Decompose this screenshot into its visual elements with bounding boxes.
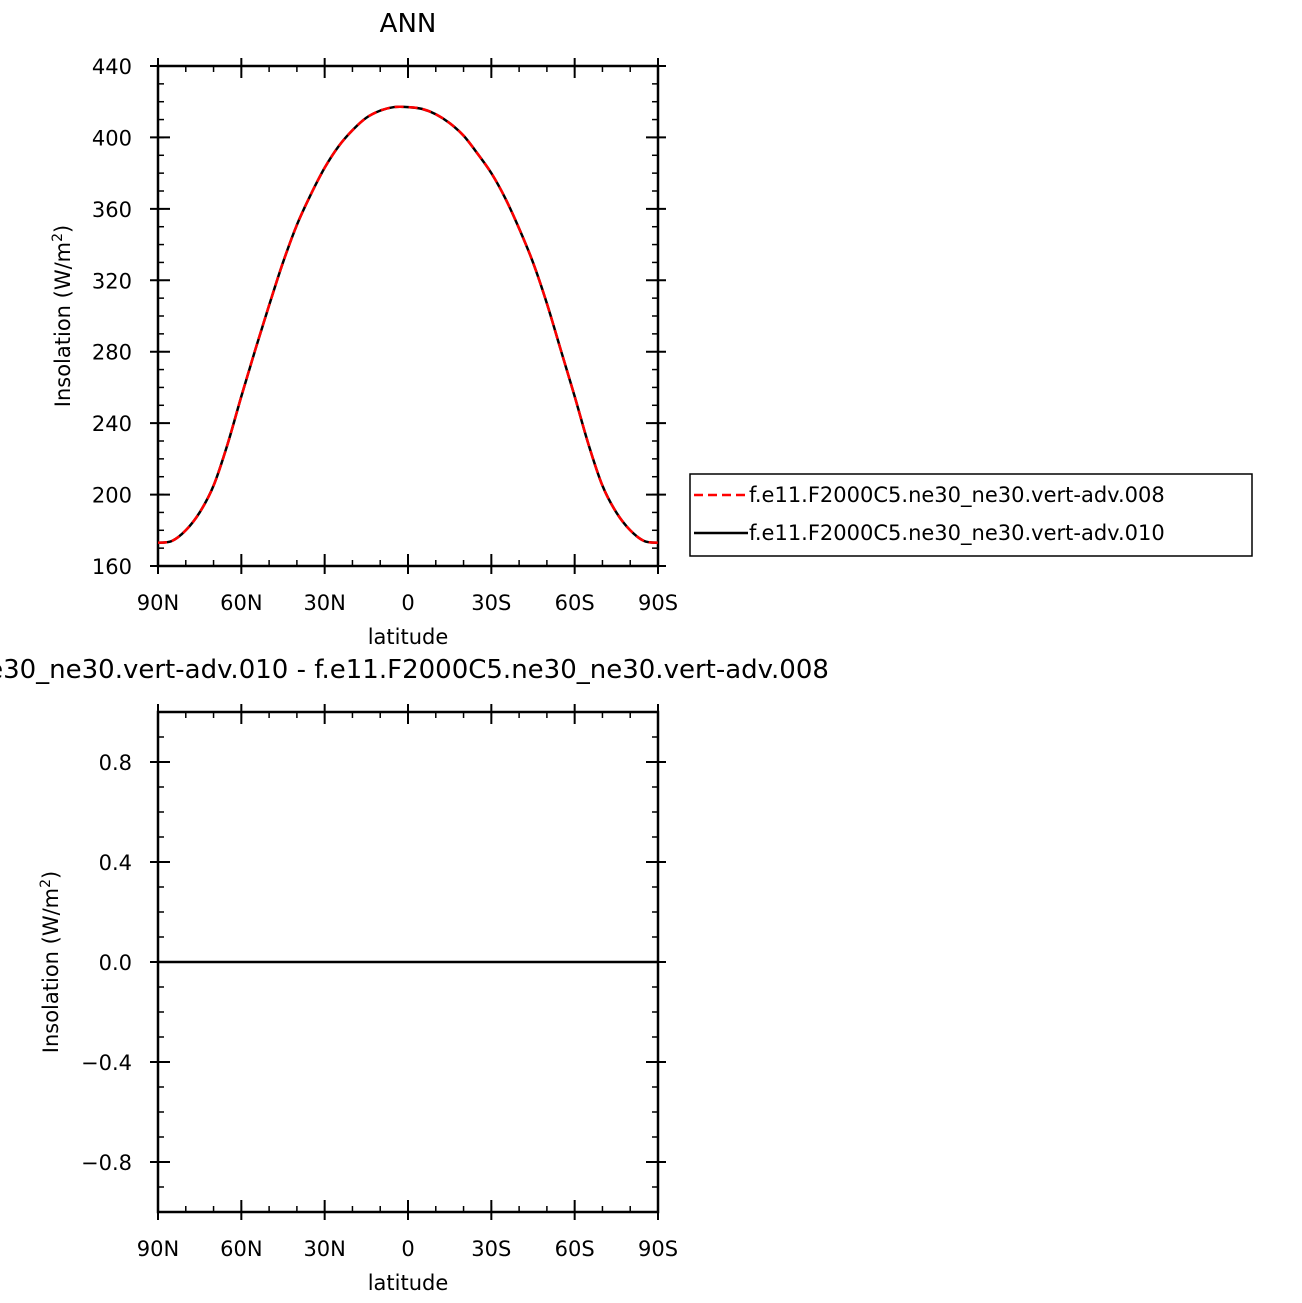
x-tick-label: 90S <box>638 591 678 615</box>
y-tick-label: 0.0 <box>99 951 132 975</box>
x-tick-label: 90S <box>638 1237 678 1261</box>
series-line-2 <box>158 105 658 545</box>
y-tick-label: 280 <box>92 341 132 365</box>
y-tick-label: −0.4 <box>81 1051 132 1075</box>
x-tick-label: 60S <box>555 591 595 615</box>
y-axis-label: Insolation (W/m2) <box>50 225 75 408</box>
series-line-1 <box>158 105 658 545</box>
x-tick-label: 60N <box>220 591 262 615</box>
legend-label: f.e11.F2000C5.ne30_ne30.vert-adv.010 <box>749 521 1165 546</box>
chart-title: ANN <box>380 9 437 39</box>
legend-box <box>689 473 1253 557</box>
x-tick-label: 30N <box>303 591 345 615</box>
chart-1: ANN 90N 60N 30N 0 30S 60S 90S 440 400 360 320 280 240… <box>50 9 1253 649</box>
y-tick-label: 440 <box>92 55 132 79</box>
y-tick-label: 320 <box>92 269 132 293</box>
y-tick-label: 240 <box>92 412 132 436</box>
x-axis-label: latitude <box>368 1271 449 1295</box>
x-tick-label: 60N <box>220 1237 262 1261</box>
y-axis-label: Insolation (W/m2) <box>38 871 63 1054</box>
y-tick-label: 0.4 <box>99 851 132 875</box>
x-tick-label: 30N <box>303 1237 345 1261</box>
y-tick-label: 0.8 <box>99 751 132 775</box>
y-tick-label: 360 <box>92 198 132 222</box>
legend-label: f.e11.F2000C5.ne30_ne30.vert-adv.008 <box>749 483 1165 508</box>
x-tick-label: 0 <box>401 1237 414 1261</box>
x-tick-label: 0 <box>401 591 414 615</box>
chart-title: e30_ne30.vert-adv.010 - f.e11.F2000C5.ne… <box>0 655 829 685</box>
plot-frame <box>156 64 660 568</box>
x-tick-label: 90N <box>137 591 179 615</box>
legend: f.e11.F2000C5.ne30_ne30.vert-adv.008 f.e1… <box>689 473 1253 557</box>
x-tick-label: 90N <box>137 1237 179 1261</box>
x-tick-label: 60S <box>555 1237 595 1261</box>
x-tick-label: 30S <box>471 1237 511 1261</box>
y-tick-label: 400 <box>92 126 132 150</box>
x-axis-label: latitude <box>368 625 449 649</box>
y-tick-label: 160 <box>92 555 132 579</box>
y-tick-label: 200 <box>92 484 132 508</box>
x-tick-label: 30S <box>471 591 511 615</box>
y-tick-label: −0.8 <box>81 1151 132 1175</box>
chart-2: e30_ne30.vert-adv.010 - f.e11.F2000C5.ne… <box>0 655 829 1295</box>
